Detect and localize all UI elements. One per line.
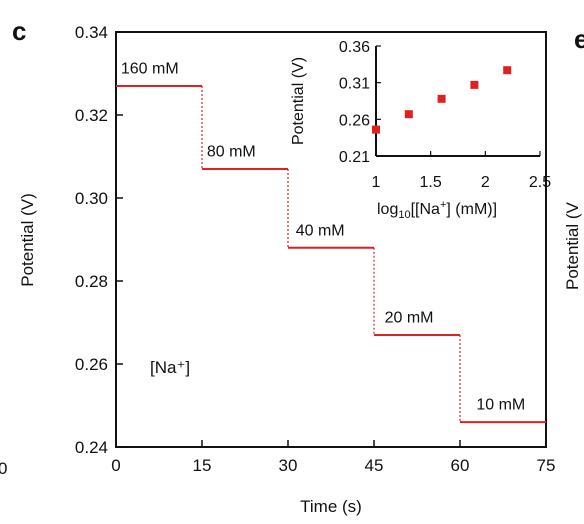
inset-y-axis-title: Potential (V)	[290, 57, 307, 145]
main-y-tick-label: 0.28	[75, 272, 108, 291]
concentration-label: 10 mM	[476, 397, 525, 414]
main-y-ticks: 0.24 0.26 0.28 0.30 0.32 0.34	[75, 23, 123, 457]
inset-background	[376, 46, 540, 156]
main-chart-subtitle: [Na⁺]	[150, 358, 190, 377]
inset-chart: 0.210.260.310.36 1 1.5 2 2.5 Potential (V) …	[290, 39, 551, 221]
next-panel-letter-fragment: e	[574, 24, 584, 54]
main-plot-frame	[115, 31, 547, 448]
concentration-label: 80 mM	[207, 144, 256, 161]
concentration-label: 40 mM	[296, 222, 345, 239]
main-annotations: 160 mM 80 mM 40 mM 20 mM 10 mM	[121, 61, 525, 414]
inset-x-tick-label: 2	[481, 174, 490, 191]
main-x-ticks: 0 15 30 45 60 75	[111, 440, 555, 475]
inset-x-tick-label: 2.5	[529, 174, 551, 191]
inset-x-axis-title: log10[[Na+] (mM)]	[377, 199, 497, 221]
main-x-tick-label: 15	[193, 456, 212, 475]
inset-data-point	[503, 66, 512, 75]
main-y-tick-label: 0.26	[75, 355, 108, 374]
edge-y-label-fragment: Potential (V	[563, 201, 582, 290]
main-y-tick-label: 0.32	[75, 106, 108, 125]
main-y-tick-label: 0.30	[75, 189, 108, 208]
inset-y-tick-label: 0.26	[339, 112, 370, 129]
inset-y-tick-label: 0.36	[339, 39, 370, 56]
main-x-tick-label: 0	[111, 456, 120, 475]
main-x-axis-title: Time (s)	[300, 497, 362, 516]
inset-data-point	[437, 94, 446, 103]
main-x-tick-label: 45	[365, 456, 384, 475]
main-x-tick-label: 60	[451, 456, 470, 475]
inset-x-tick-label: 1.5	[420, 174, 442, 191]
main-series	[116, 84, 546, 424]
main-x-tick-label: 75	[537, 456, 556, 475]
inset-data-point	[470, 80, 479, 89]
main-x-tick-label: 30	[279, 456, 298, 475]
panel-letter: c	[12, 16, 26, 46]
inset-data-point	[372, 125, 380, 134]
main-y-tick-label: 0.24	[75, 438, 108, 457]
inset-x-ticks: 1 1.5 2 2.5	[372, 151, 551, 191]
edge-x-tick-fragment: 0	[0, 459, 7, 478]
main-y-axis-title: Potential (V)	[18, 193, 37, 287]
inset-y-tick-label: 0.21	[339, 149, 370, 166]
concentration-label: 160 mM	[121, 61, 179, 78]
concentration-label: 20 mM	[385, 310, 434, 327]
inset-y-tick-label: 0.31	[339, 76, 370, 93]
inset-y-ticks: 0.21 0.26 0.31 0.36	[339, 39, 381, 166]
main-chart: 0.24 0.26 0.28 0.30 0.32 0.34 0 15 30 45 60 75 160…	[18, 23, 555, 516]
inset-x-tick-label: 1	[372, 174, 381, 191]
inset-points	[372, 66, 512, 134]
main-y-tick-label: 0.34	[75, 23, 108, 42]
inset-data-point	[404, 110, 413, 119]
